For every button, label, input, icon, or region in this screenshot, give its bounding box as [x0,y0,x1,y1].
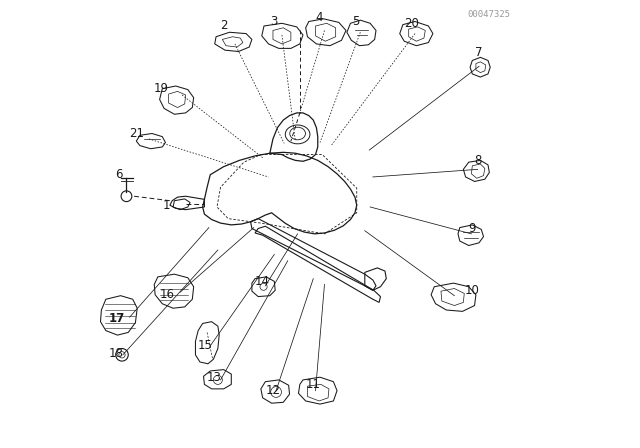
Text: 1: 1 [163,198,170,212]
Text: 18: 18 [109,346,124,360]
Text: 00047325: 00047325 [468,10,511,19]
Text: 21: 21 [129,127,145,140]
Text: 16: 16 [159,288,175,302]
Text: 4: 4 [316,11,323,25]
Text: 8: 8 [474,154,482,167]
Text: 6: 6 [115,168,122,181]
Text: 2: 2 [221,19,228,33]
Text: 11: 11 [306,378,321,391]
Text: 10: 10 [464,284,479,297]
Text: 9: 9 [468,222,476,235]
Text: 15: 15 [198,339,213,353]
Text: 13: 13 [207,370,222,384]
Text: 7: 7 [474,46,482,60]
Text: 17: 17 [109,312,125,326]
Text: 12: 12 [266,384,280,397]
Text: 20: 20 [404,17,419,30]
Text: 3: 3 [270,15,277,28]
Text: 19: 19 [154,82,168,95]
Text: 5: 5 [352,15,360,28]
Text: 14: 14 [255,275,270,288]
